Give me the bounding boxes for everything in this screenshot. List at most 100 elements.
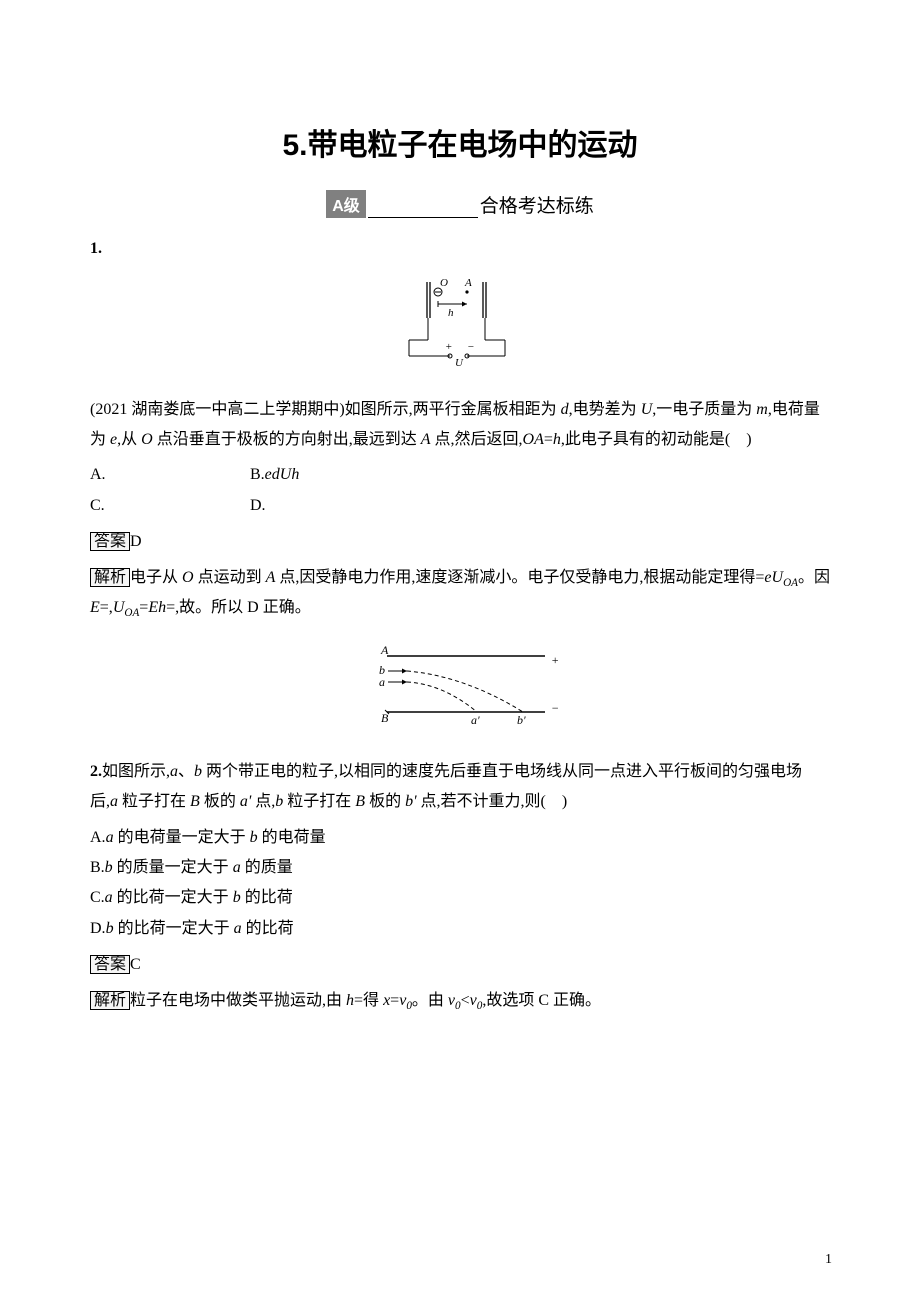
- q2e-0: 粒子在电场中做类平抛运动,由: [130, 992, 346, 1009]
- q1-e-OA2: OA: [124, 608, 139, 620]
- q2B-b: b: [105, 859, 113, 876]
- level-blank: [368, 217, 478, 218]
- q1-stem: (2021 湖南娄底一中高二上学期期中)如图所示,两平行金属板相距为 d,电势差…: [90, 395, 830, 454]
- q2-optA: A.a 的电荷量一定大于 b 的电荷量: [90, 823, 830, 853]
- q1-e3: 。因: [798, 569, 830, 586]
- q2A-pre: A.: [90, 829, 106, 846]
- fig2-bp: b': [517, 713, 526, 727]
- q1-e6: =,故。所以 D 正确。: [166, 599, 311, 616]
- q2-options: A.a 的电荷量一定大于 b 的电荷量 B.b 的质量一定大于 a 的质量 C.…: [90, 823, 830, 945]
- q2C-b1: 的比荷一定大于: [113, 889, 233, 906]
- q2e-h: h: [346, 992, 354, 1009]
- q1-e2: 点,因受静电力作用,速度逐渐减小。电子仅受静电力,根据动能定理得=: [275, 569, 764, 586]
- q2-t4: 板的: [200, 793, 240, 810]
- fig2-minus: −: [551, 701, 559, 715]
- q2-ap: a': [240, 793, 251, 810]
- q2e-2: =: [390, 992, 399, 1009]
- q2-t3: 粒子打在: [118, 793, 190, 810]
- q1-e-Eh: Eh: [148, 599, 166, 616]
- fig2-ap: a': [471, 713, 480, 727]
- page-title: 5.带电粒子在电场中的运动: [90, 120, 830, 164]
- q1-e-OA1: OA: [783, 577, 798, 589]
- q2B-a: a: [233, 859, 241, 876]
- q2e-v3: v: [470, 992, 477, 1009]
- explain-label-2: 解析: [90, 991, 130, 1010]
- q2B-pre: B.: [90, 859, 105, 876]
- q1-optA: A.: [90, 460, 250, 490]
- q2C-a: a: [105, 889, 113, 906]
- fig2-A: A: [380, 643, 389, 657]
- q1-t3: ,一电子质量为: [652, 401, 756, 418]
- q2-stem: 2.如图所示,a、b 两个带正电的粒子,以相同的速度先后垂直于电场线从同一点进入…: [90, 757, 830, 816]
- q1-answer-row: 答案D: [90, 527, 830, 557]
- q2-t0: 如图所示,: [102, 763, 170, 780]
- fig1-O: O: [440, 277, 448, 289]
- fig1-plus: +: [445, 341, 452, 353]
- q1-A: A: [421, 431, 431, 448]
- level-text: 合格考达标练: [480, 191, 594, 218]
- q2A-b: b: [250, 829, 258, 846]
- q2D-a: a: [234, 920, 242, 937]
- q1-d: d: [561, 401, 569, 418]
- circuit-diagram-icon: O A h + − U: [385, 276, 535, 368]
- q1-e-O: O: [182, 569, 194, 586]
- level-row: A级 合格考达标练: [90, 190, 830, 218]
- q2e-3: 。由: [412, 992, 448, 1009]
- q1-t5: ,从: [117, 431, 141, 448]
- q1-e0: 电子从: [130, 569, 182, 586]
- q1-O: O: [141, 431, 153, 448]
- q1-t9: ,此电子具有的初动能是( ): [561, 431, 752, 448]
- q2-a2: a: [110, 793, 118, 810]
- q1-optB-body: edUh: [265, 466, 300, 483]
- q1-t7: 点,然后返回,: [431, 431, 523, 448]
- q1-optB-pre: B.: [250, 466, 265, 483]
- q2-B1: B: [190, 793, 200, 810]
- q2-t1: 、: [178, 763, 194, 780]
- page-number: 1: [825, 1252, 832, 1268]
- q1-explain-row: 解析电子从 O 点运动到 A 点,因受静电力作用,速度逐渐减小。电子仅受静电力,…: [90, 563, 830, 625]
- fig2-plus: +: [551, 653, 559, 667]
- q2-answer: C: [130, 956, 141, 973]
- q1-number: 1.: [90, 240, 830, 258]
- figure-1: O A h + − U: [90, 276, 830, 373]
- answer-label: 答案: [90, 532, 130, 551]
- fig1-A: A: [464, 277, 472, 289]
- trajectory-diagram-icon: A + B − b a a' b': [355, 642, 565, 730]
- q2-a1: a: [170, 763, 178, 780]
- q1-e4: =,: [100, 599, 113, 616]
- q2D-b: b: [106, 920, 114, 937]
- q1-h: h: [553, 431, 561, 448]
- q2-t6: 粒子打在: [283, 793, 355, 810]
- q1-e5: =: [139, 599, 148, 616]
- explain-label: 解析: [90, 568, 130, 587]
- q2-B2: B: [355, 793, 365, 810]
- q2C-b2: 的比荷: [241, 889, 293, 906]
- q2A-a: a: [106, 829, 114, 846]
- q2e-1: =得: [354, 992, 383, 1009]
- q1-optC: C.: [90, 491, 250, 521]
- q1-OA: OA: [523, 431, 544, 448]
- q1-t8: =: [544, 431, 553, 448]
- level-badge: A级: [326, 190, 366, 218]
- answer-label-2: 答案: [90, 955, 130, 974]
- q2-b1: b: [194, 763, 202, 780]
- q2-number: 2.: [90, 763, 102, 780]
- q2A-b2: 的电荷量: [258, 829, 326, 846]
- q1-e-E: E: [90, 599, 100, 616]
- q2-explain-row: 解析粒子在电场中做类平抛运动,由 h=得 x=v0。由 v0<v0,故选项 C …: [90, 986, 830, 1017]
- q2D-b2: 的比荷: [242, 920, 294, 937]
- q1-optB: B.edUh: [250, 460, 299, 490]
- q2-t8: 点,若不计重力,则( ): [417, 793, 568, 810]
- q2-answer-row: 答案C: [90, 950, 830, 980]
- figure-2: A + B − b a a' b': [90, 642, 830, 735]
- q2D-b1: 的比荷一定大于: [114, 920, 234, 937]
- q1-t2: ,电势差为: [569, 401, 641, 418]
- q1-m: m: [756, 401, 768, 418]
- q1-answer: D: [130, 533, 142, 550]
- q2-optD: D.b 的比荷一定大于 a 的比荷: [90, 914, 830, 944]
- q1-e-U2: U: [113, 599, 125, 616]
- q2-optB: B.b 的质量一定大于 a 的质量: [90, 853, 830, 883]
- q2-t7: 板的: [365, 793, 405, 810]
- q1-e-eU: eU: [764, 569, 783, 586]
- q2D-pre: D.: [90, 920, 106, 937]
